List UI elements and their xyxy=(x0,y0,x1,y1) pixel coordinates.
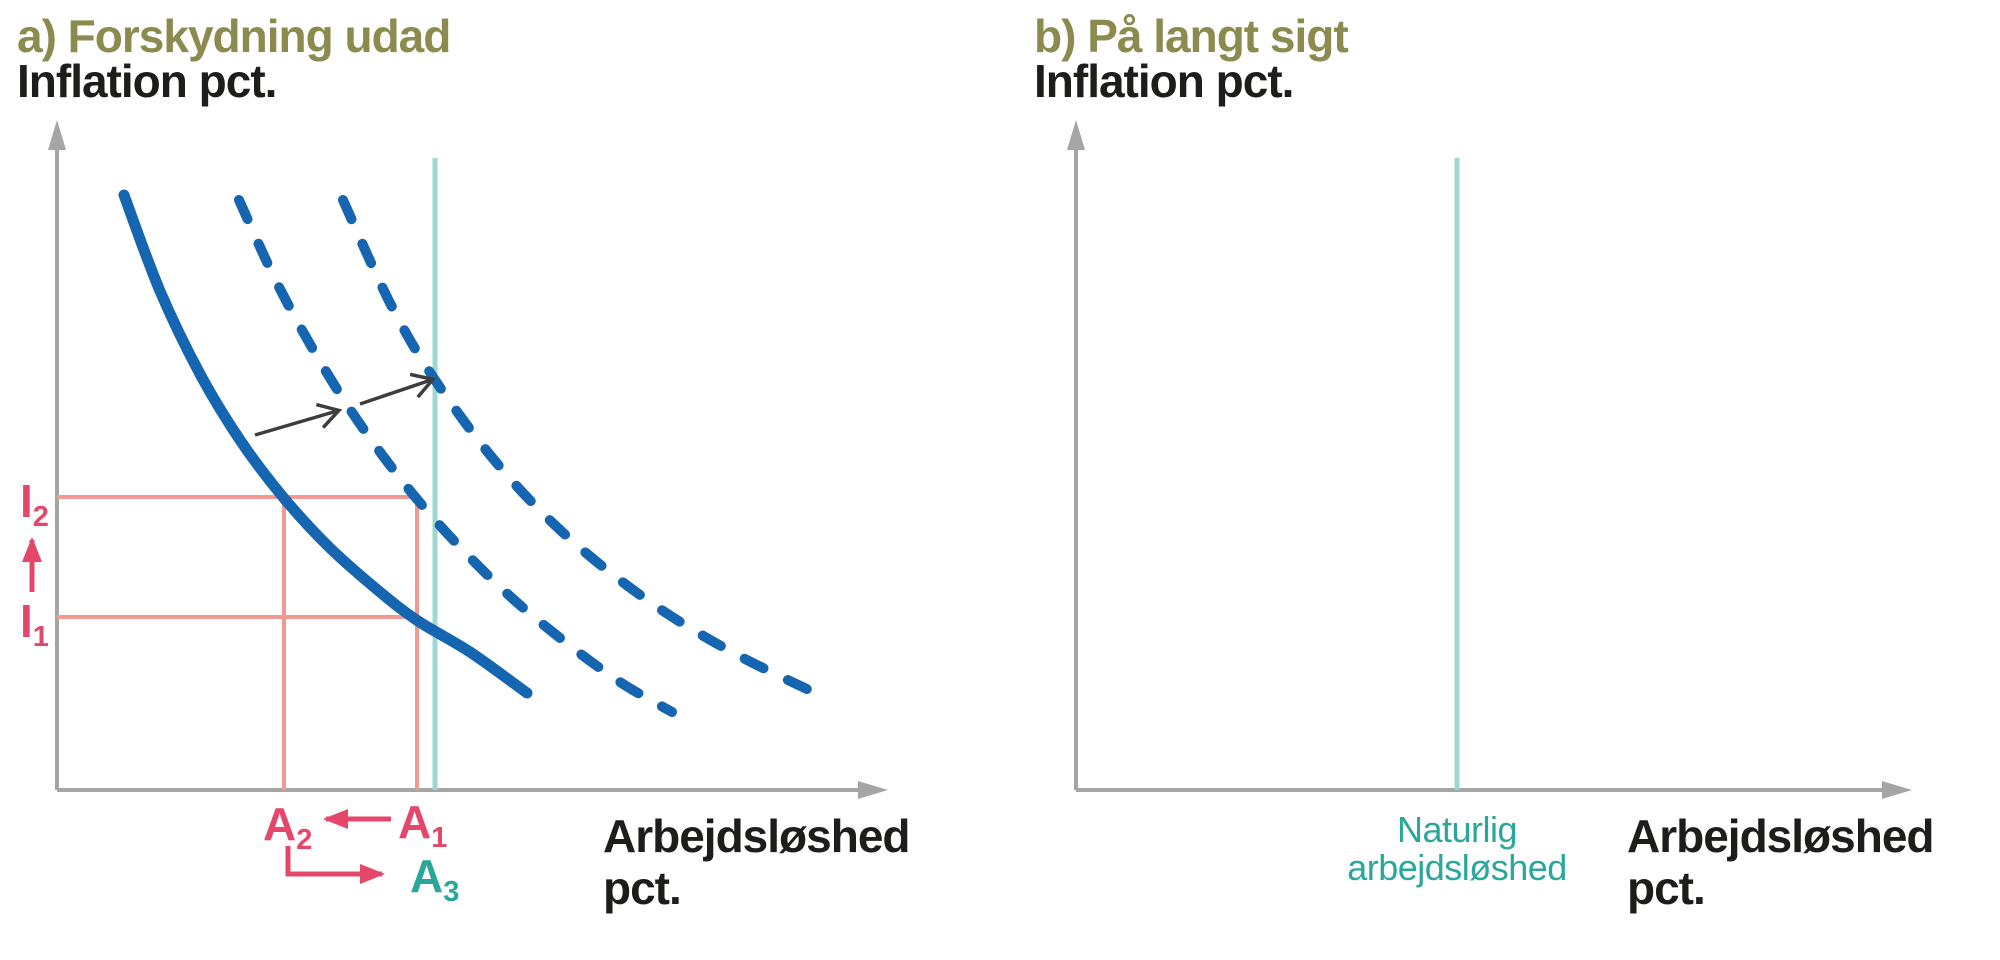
label-i2: I2 xyxy=(20,475,49,533)
natural-unemployment-label-line1: Naturlig xyxy=(1397,809,1517,850)
panel-b-y-axis-label: Inflation pct. xyxy=(1034,55,1293,107)
label-a3: A3 xyxy=(410,850,459,908)
label-i1: I1 xyxy=(20,595,49,653)
panel-a: a) Forskydning udad Inflation pct. I2 I1… xyxy=(17,10,911,914)
panel-b-title: b) På langt sigt xyxy=(1034,10,1348,62)
panel-a-y-axis-label: Inflation pct. xyxy=(17,55,276,107)
label-a1: A1 xyxy=(398,796,447,854)
phillips-curve-shifted-2 xyxy=(338,195,822,699)
panel-a-title: a) Forskydning udad xyxy=(17,10,450,62)
panel-b: b) På langt sigt Inflation pct. Naturlig… xyxy=(1034,10,1935,914)
shift-arrow-2 xyxy=(359,372,437,406)
panel-b-x-axis-label-line2: pct. xyxy=(1627,862,1705,914)
phillips-curve-original xyxy=(118,189,533,699)
natural-unemployment-label-line2: arbejdsløshed xyxy=(1347,847,1567,888)
panel-b-x-axis-label-line1: Arbejdsløshed xyxy=(1627,810,1934,862)
a2-to-a3-elbow-arrow xyxy=(285,846,385,884)
shift-arrow-1 xyxy=(254,402,343,437)
panel-a-x-axis-label-line1: Arbejdsløshed xyxy=(603,810,910,862)
phillips-curve-shifted-1 xyxy=(234,195,677,717)
panel-a-x-axis-label-line2: pct. xyxy=(603,862,681,914)
label-a2: A2 xyxy=(263,798,312,856)
